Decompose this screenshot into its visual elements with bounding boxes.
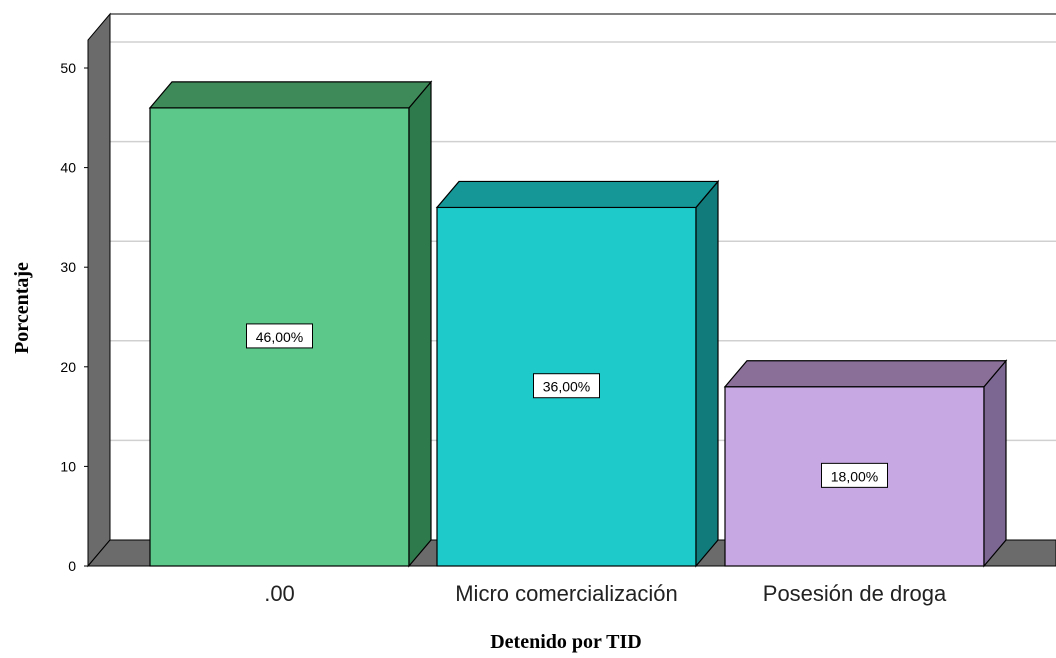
data-label-text: 46,00% [256, 329, 303, 345]
y-axis-title: Porcentaje [11, 262, 33, 354]
data-label-box [533, 373, 600, 399]
bar-side [695, 179, 719, 568]
y-tick-label: 30 [60, 259, 76, 275]
data-label: 46,00% [246, 323, 313, 349]
labels-layer: 46,00% 36,00% 18,00% [246, 323, 888, 488]
x-axis-ticks: .00 Micro comercialización Posesión de dro… [264, 581, 947, 606]
y-tick-label: 10 [60, 458, 76, 474]
x-tick-label: Posesión de droga [763, 581, 947, 606]
data-label-text: 36,00% [543, 379, 590, 395]
bar-side [983, 359, 1007, 568]
y-tick-label: 20 [60, 359, 76, 375]
left-wall [87, 12, 111, 568]
y-axis-ticks: 0 10 20 30 40 50 [60, 60, 88, 574]
x-axis-title: Detenido por TID [490, 631, 642, 653]
bar-top [148, 81, 433, 109]
data-label-box [246, 323, 313, 349]
data-label-box [821, 462, 888, 488]
y-tick-label: 40 [60, 160, 76, 176]
bar [435, 179, 720, 568]
data-label: 18,00% [821, 462, 888, 488]
x-tick-label: .00 [264, 581, 295, 606]
bar-top [435, 180, 720, 209]
x-tick-label: Micro comercialización [455, 581, 678, 606]
bar-side [408, 80, 432, 568]
data-label: 36,00% [533, 373, 600, 399]
bar-top [723, 360, 1008, 388]
y-tick-label: 50 [60, 60, 76, 76]
bar [723, 359, 1008, 568]
data-label-text: 18,00% [831, 468, 878, 484]
y-tick-label: 0 [68, 558, 76, 574]
